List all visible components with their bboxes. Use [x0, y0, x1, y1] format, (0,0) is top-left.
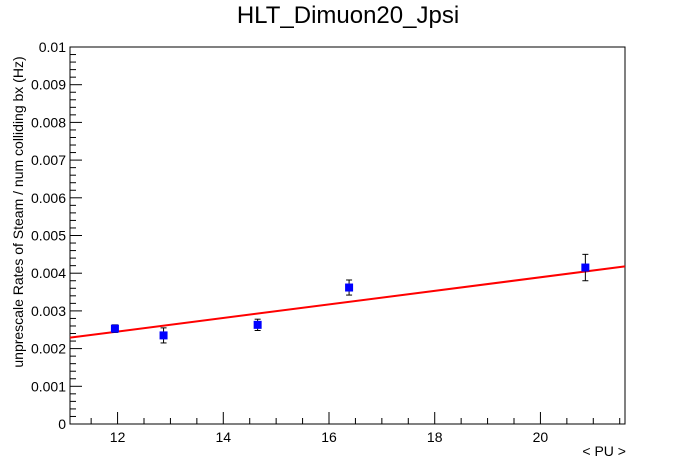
y-tick-label: 0.009	[31, 77, 66, 93]
data-point	[581, 263, 590, 272]
y-tick-label: 0.002	[31, 341, 66, 357]
x-tick-label: 20	[533, 429, 549, 445]
y-tick-label: 0.004	[31, 265, 66, 281]
y-tick-label: 0.005	[31, 228, 66, 244]
data-point	[110, 324, 119, 333]
y-tick-label: 0.007	[31, 152, 66, 168]
y-tick-label: 0.001	[31, 378, 66, 394]
x-tick-label: 16	[321, 429, 337, 445]
chart-title: HLT_Dimuon20_Jpsi	[236, 2, 460, 29]
data-point	[159, 331, 168, 340]
y-tick-label: 0.006	[31, 190, 66, 206]
y-tick-label: 0.008	[31, 114, 66, 130]
x-axis-label: < PU >	[582, 443, 626, 459]
y-tick-label: 0	[58, 416, 66, 432]
y-tick-label: 0.01	[39, 39, 66, 55]
y-tick-label: 0.003	[31, 303, 66, 319]
x-tick-label: 12	[110, 429, 126, 445]
fit-line	[69, 265, 626, 339]
x-tick-label: 18	[427, 429, 443, 445]
data-point	[253, 320, 262, 329]
plot-frame	[69, 46, 626, 425]
data-point	[345, 283, 354, 292]
x-tick-label: 14	[215, 429, 231, 445]
